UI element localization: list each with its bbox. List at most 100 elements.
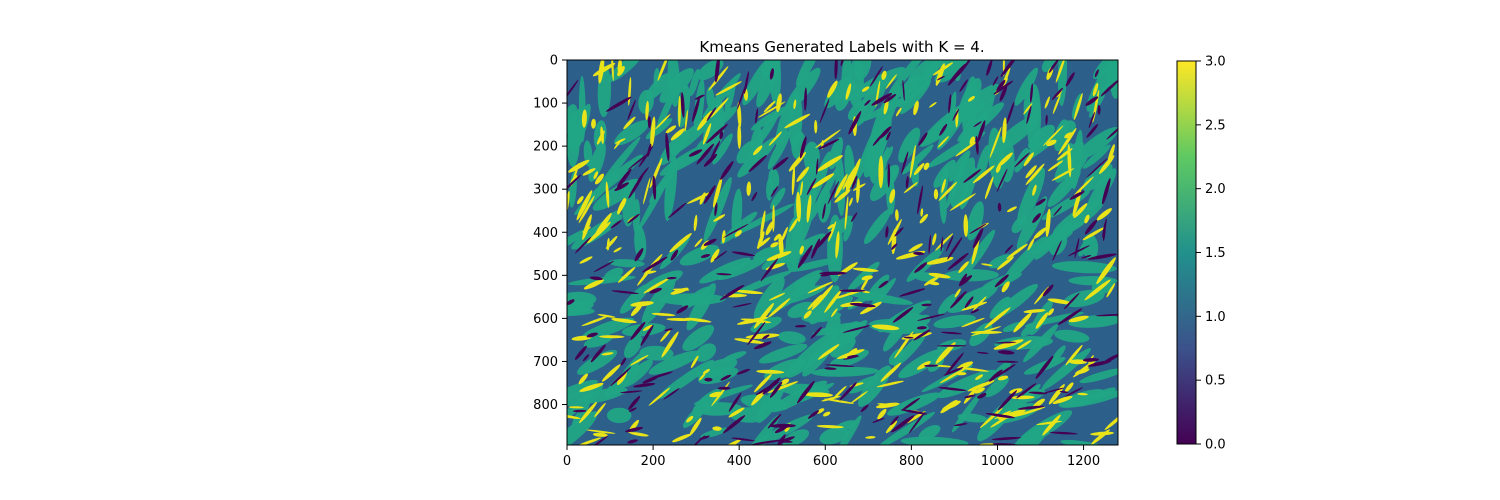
label-region: [878, 280, 889, 289]
label-region: [610, 367, 632, 387]
label-region: [686, 415, 694, 423]
label-region: [804, 87, 807, 111]
label-region: [1052, 94, 1061, 115]
label-region: [869, 66, 883, 87]
label-region: [851, 175, 858, 189]
label-region: [1032, 184, 1037, 196]
label-region: [578, 195, 595, 224]
label-region: [1063, 292, 1080, 310]
label-region: [1017, 405, 1045, 410]
label-region: [1043, 125, 1064, 147]
label-region: [1067, 245, 1090, 257]
label-region: [719, 131, 724, 140]
label-region: [737, 102, 742, 128]
label-region: [598, 60, 605, 84]
label-region: [920, 361, 930, 368]
label-region: [824, 367, 837, 370]
label-region: [998, 350, 1015, 355]
label-region: [620, 357, 627, 366]
label-region: [627, 152, 650, 170]
label-region: [712, 426, 722, 431]
label-region: [744, 71, 749, 95]
label-region: [642, 256, 668, 273]
label-region: [617, 60, 622, 76]
label-region: [643, 177, 651, 205]
label-region: [976, 144, 990, 181]
label-region: [1084, 219, 1098, 235]
label-region: [917, 185, 924, 215]
label-region: [671, 433, 692, 443]
label-region: [663, 387, 680, 400]
label-region: [703, 185, 716, 204]
label-region: [1085, 96, 1099, 106]
label-region: [821, 395, 841, 402]
label-region: [648, 350, 701, 375]
label-region: [1006, 206, 1017, 213]
label-region: [766, 251, 792, 261]
label-region: [835, 415, 862, 445]
label-region: [630, 321, 646, 341]
label-region: [684, 110, 688, 132]
label-region: [633, 383, 656, 388]
label-region: [842, 325, 871, 333]
label-region: [770, 185, 779, 198]
label-region: [943, 367, 964, 376]
label-region: [834, 420, 857, 432]
label-region: [1057, 308, 1083, 325]
label-region: [679, 244, 719, 266]
label-region: [1017, 167, 1046, 226]
label-region: [885, 226, 889, 238]
label-region: [823, 398, 855, 404]
label-region: [1064, 132, 1073, 139]
label-region: [914, 262, 928, 273]
label-region: [1001, 281, 1010, 293]
label-region: [924, 276, 939, 286]
label-region: [963, 169, 982, 183]
label-region: [849, 158, 861, 187]
label-region: [589, 276, 603, 281]
label-region: [627, 99, 636, 121]
label-region: [824, 364, 855, 367]
colorbar-tick-label: 1.5: [1205, 246, 1226, 261]
label-region: [941, 178, 946, 193]
label-region: [1051, 87, 1064, 100]
label-region: [582, 214, 592, 240]
label-region: [900, 409, 928, 415]
label-region: [751, 439, 781, 445]
label-region: [899, 288, 926, 297]
label-region: [898, 127, 921, 163]
label-region: [732, 270, 792, 296]
label-region: [951, 392, 982, 433]
label-region: [861, 275, 873, 281]
label-region: [1082, 144, 1111, 169]
x-tick-label: 200: [641, 454, 666, 469]
label-region: [702, 368, 710, 375]
label-region: [1009, 427, 1047, 445]
label-region: [737, 123, 742, 149]
label-region: [608, 60, 644, 83]
label-region: [695, 343, 717, 362]
label-region: [1013, 406, 1046, 418]
label-region: [767, 130, 791, 170]
label-region: [732, 303, 752, 308]
label-region: [593, 260, 615, 273]
label-region: [816, 408, 825, 414]
label-region: [669, 233, 692, 253]
label-region: [883, 99, 889, 115]
label-region: [1106, 283, 1116, 298]
label-region: [975, 374, 984, 381]
label-region: [824, 76, 851, 109]
label-region: [845, 83, 852, 100]
label-region: [1031, 230, 1073, 254]
label-region: [1023, 309, 1046, 314]
label-region: [963, 214, 969, 237]
label-region: [928, 272, 951, 279]
label-region: [689, 417, 702, 436]
label-region: [1006, 101, 1015, 125]
label-region: [1049, 431, 1078, 435]
label-region: [964, 394, 976, 399]
label-region: [895, 209, 899, 221]
label-region: [696, 143, 715, 165]
label-region: [666, 317, 693, 322]
label-region: [594, 212, 612, 237]
